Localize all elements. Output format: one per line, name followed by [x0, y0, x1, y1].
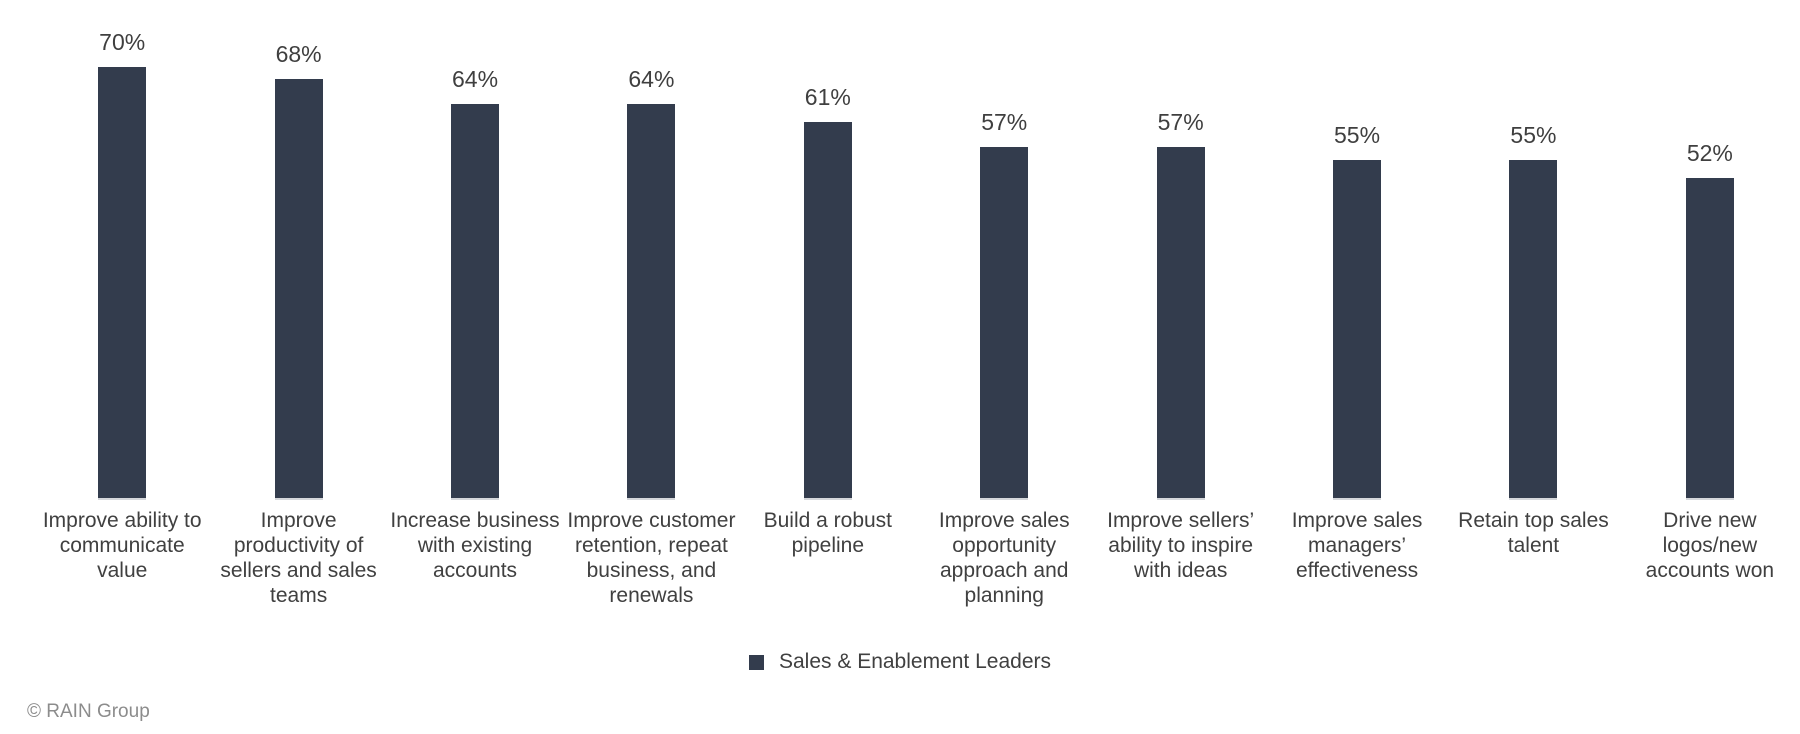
category-label-text: Improve sellers’ ability to inspire with…: [1107, 509, 1255, 582]
value-label: 52%: [1686, 139, 1733, 166]
bar-column: 70%: [34, 29, 210, 500]
category-label-text: Improve ability to communicate value: [42, 509, 202, 582]
bar: [98, 67, 147, 500]
bar-column: 68%: [210, 41, 386, 500]
category-label-text: Improve sales opportunity approach and p…: [938, 509, 1070, 607]
category-label: Improve productivity of sellers and sale…: [210, 508, 386, 608]
value-label: 55%: [1334, 121, 1381, 148]
category-axis-labels: Improve ability to communicate value Impr…: [0, 500, 1800, 608]
value-label: 55%: [1510, 121, 1557, 148]
bar-column: 57%: [916, 109, 1092, 500]
category-label: Retain top sales talent: [1445, 508, 1621, 608]
category-label-text: Improve productivity of sellers and sale…: [220, 509, 377, 607]
category-label: Increase business with existing accounts: [387, 508, 563, 608]
value-label: 64%: [451, 65, 499, 92]
value-label: 70%: [99, 28, 146, 55]
bar: [451, 104, 500, 500]
bar-column: 64%: [563, 66, 739, 500]
category-label-text: Drive new logos/new accounts won: [1645, 509, 1775, 582]
bar: [274, 79, 323, 500]
plot-area: 70% 68% 64% 64% 61% 57% 57% 55% 55% 52%: [34, 29, 1798, 500]
category-label-text: Build a robust pipeline: [763, 509, 893, 557]
bar: [1685, 178, 1734, 500]
value-label: 57%: [981, 108, 1028, 135]
category-label: Improve sellers’ ability to inspire with…: [1092, 508, 1268, 608]
copyright-text: © RAIN Group: [27, 701, 150, 722]
bar: [627, 104, 676, 500]
bar-column: 52%: [1622, 140, 1798, 500]
value-label: 64%: [628, 65, 675, 92]
category-label-text: Retain top sales talent: [1458, 509, 1609, 557]
value-label: 57%: [1157, 108, 1204, 135]
category-label: Improve ability to communicate value: [34, 508, 210, 608]
category-label: Build a robust pipeline: [740, 508, 916, 608]
bar-column: 55%: [1269, 122, 1445, 500]
category-label: Improve sales opportunity approach and p…: [916, 508, 1092, 608]
value-label: 68%: [275, 40, 322, 67]
bar: [980, 147, 1029, 500]
legend-marker-square: [748, 654, 764, 670]
bar: [1333, 160, 1382, 500]
bar: [803, 122, 852, 500]
bar-column: 64%: [387, 66, 563, 500]
category-label-text: Improve customer retention, repeat busin…: [567, 509, 736, 607]
bar: [1509, 160, 1558, 500]
bar-column: 57%: [1092, 109, 1268, 500]
category-label: Improve customer retention, repeat busin…: [563, 508, 739, 608]
bar-column: 55%: [1445, 122, 1621, 500]
category-label: Drive new logos/new accounts won: [1622, 508, 1798, 608]
category-label-text: Improve sales managers’ effectiveness: [1291, 509, 1423, 582]
legend: Sales & Enablement Leaders: [0, 650, 1800, 674]
category-label: Improve sales managers’ effectiveness: [1269, 508, 1445, 608]
bar-column: 61%: [740, 84, 916, 500]
bar: [1156, 147, 1205, 500]
legend-label: Sales & Enablement Leaders: [778, 650, 1051, 673]
category-label-text: Increase business with existing accounts: [390, 509, 560, 582]
value-label: 61%: [804, 83, 851, 110]
